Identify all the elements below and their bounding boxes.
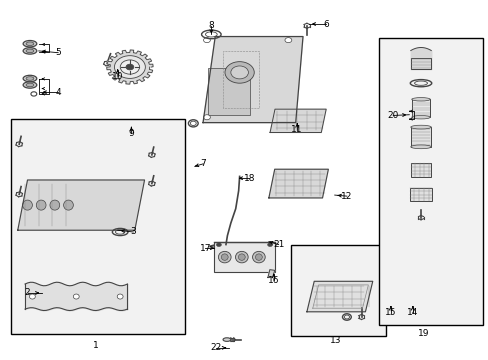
Ellipse shape — [223, 338, 230, 341]
Ellipse shape — [252, 251, 264, 263]
Ellipse shape — [23, 41, 37, 47]
Text: 12: 12 — [341, 192, 352, 201]
Ellipse shape — [285, 38, 291, 42]
Text: 6: 6 — [323, 19, 328, 28]
Ellipse shape — [267, 243, 272, 247]
Ellipse shape — [26, 49, 34, 53]
Ellipse shape — [50, 200, 60, 210]
Text: 11: 11 — [291, 125, 302, 134]
Ellipse shape — [22, 200, 32, 210]
Ellipse shape — [410, 125, 430, 129]
Text: 16: 16 — [267, 276, 279, 285]
Ellipse shape — [203, 115, 210, 120]
Text: 2: 2 — [25, 288, 30, 297]
Ellipse shape — [126, 64, 134, 70]
Ellipse shape — [411, 98, 429, 101]
Text: 4: 4 — [55, 87, 61, 96]
Polygon shape — [203, 37, 303, 123]
Text: 20: 20 — [387, 111, 398, 120]
Bar — [11, 119, 184, 334]
Text: 19: 19 — [417, 329, 429, 338]
Text: 9: 9 — [128, 129, 134, 138]
Polygon shape — [268, 169, 328, 198]
Text: 7: 7 — [200, 159, 205, 168]
Text: 10: 10 — [112, 72, 123, 81]
Ellipse shape — [410, 145, 430, 149]
Ellipse shape — [238, 254, 244, 260]
Polygon shape — [269, 109, 325, 132]
Ellipse shape — [255, 254, 262, 260]
Polygon shape — [106, 50, 153, 84]
Ellipse shape — [230, 66, 248, 79]
Text: 22: 22 — [210, 343, 222, 352]
Bar — [378, 39, 483, 325]
Ellipse shape — [120, 60, 139, 74]
Ellipse shape — [36, 200, 46, 210]
Ellipse shape — [117, 294, 123, 299]
Ellipse shape — [221, 254, 228, 260]
Text: 13: 13 — [330, 336, 341, 345]
Ellipse shape — [203, 38, 210, 42]
Text: 17: 17 — [199, 244, 211, 253]
Text: 8: 8 — [208, 21, 214, 30]
Ellipse shape — [235, 251, 247, 263]
Text: 1: 1 — [93, 341, 99, 350]
Ellipse shape — [218, 251, 231, 263]
Polygon shape — [267, 270, 274, 278]
Bar — [290, 244, 385, 336]
Ellipse shape — [29, 294, 35, 299]
Ellipse shape — [23, 82, 37, 88]
Ellipse shape — [285, 115, 291, 120]
Ellipse shape — [31, 92, 37, 96]
Ellipse shape — [26, 42, 34, 45]
Bar — [410, 58, 430, 69]
Ellipse shape — [26, 77, 34, 80]
Bar — [409, 188, 431, 201]
Text: 21: 21 — [272, 240, 284, 249]
Polygon shape — [306, 281, 372, 312]
Polygon shape — [18, 180, 144, 230]
Bar — [411, 99, 429, 117]
Text: 3: 3 — [130, 228, 136, 237]
Bar — [207, 68, 249, 116]
Ellipse shape — [23, 75, 37, 82]
Ellipse shape — [114, 56, 145, 78]
Bar — [410, 163, 430, 177]
Ellipse shape — [63, 200, 73, 210]
Ellipse shape — [26, 83, 34, 87]
Bar — [214, 242, 274, 273]
Text: 5: 5 — [55, 48, 61, 57]
Ellipse shape — [73, 294, 79, 299]
Ellipse shape — [216, 243, 221, 247]
Text: 14: 14 — [406, 308, 418, 317]
Ellipse shape — [23, 48, 37, 54]
Text: 18: 18 — [243, 174, 255, 183]
Bar — [410, 127, 430, 147]
Text: 15: 15 — [384, 308, 396, 317]
Ellipse shape — [224, 62, 254, 83]
Ellipse shape — [411, 116, 429, 119]
